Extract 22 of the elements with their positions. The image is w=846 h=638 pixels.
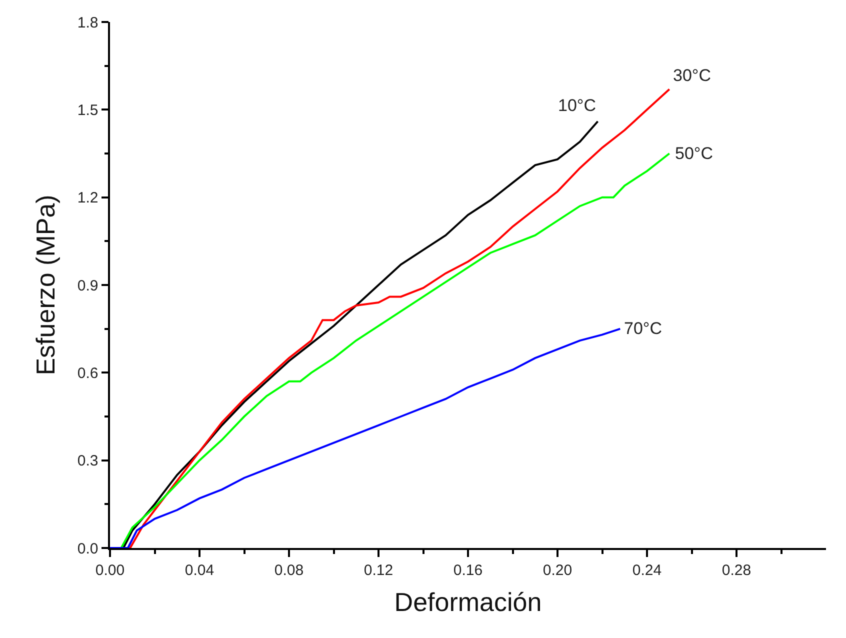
y-tick-label: 0.0 <box>77 540 98 558</box>
x-axis-title: Deformación <box>394 586 542 617</box>
x-tick-label: 0.04 <box>184 562 214 579</box>
x-tick-label: 0.08 <box>274 562 304 579</box>
y-tick-label: 0.3 <box>77 452 98 470</box>
y-tick-label: 0.6 <box>77 364 98 382</box>
x-tick-label: 0.00 <box>95 562 125 579</box>
line-series <box>110 328 622 548</box>
x-tick-label: 0.20 <box>542 562 572 579</box>
series-label: 50°C <box>675 144 713 163</box>
y-tick-label: 1.8 <box>77 14 98 32</box>
y-tick-label: 0.9 <box>77 277 98 294</box>
series-label: 70°C <box>624 319 662 338</box>
x-tick-label: 0.16 <box>453 562 483 579</box>
y-tick-label: 1.2 <box>77 190 98 207</box>
y-axis-title: Esfuerzo (MPa) <box>30 194 60 376</box>
y-tick-label: 1.5 <box>77 102 98 119</box>
x-tick-label: 0.28 <box>722 562 752 579</box>
series-label: 10°C <box>558 96 596 115</box>
x-tick-label: 0.12 <box>364 562 394 579</box>
series-label: 30°C <box>673 66 711 85</box>
x-tick-label: 0.24 <box>632 562 662 579</box>
